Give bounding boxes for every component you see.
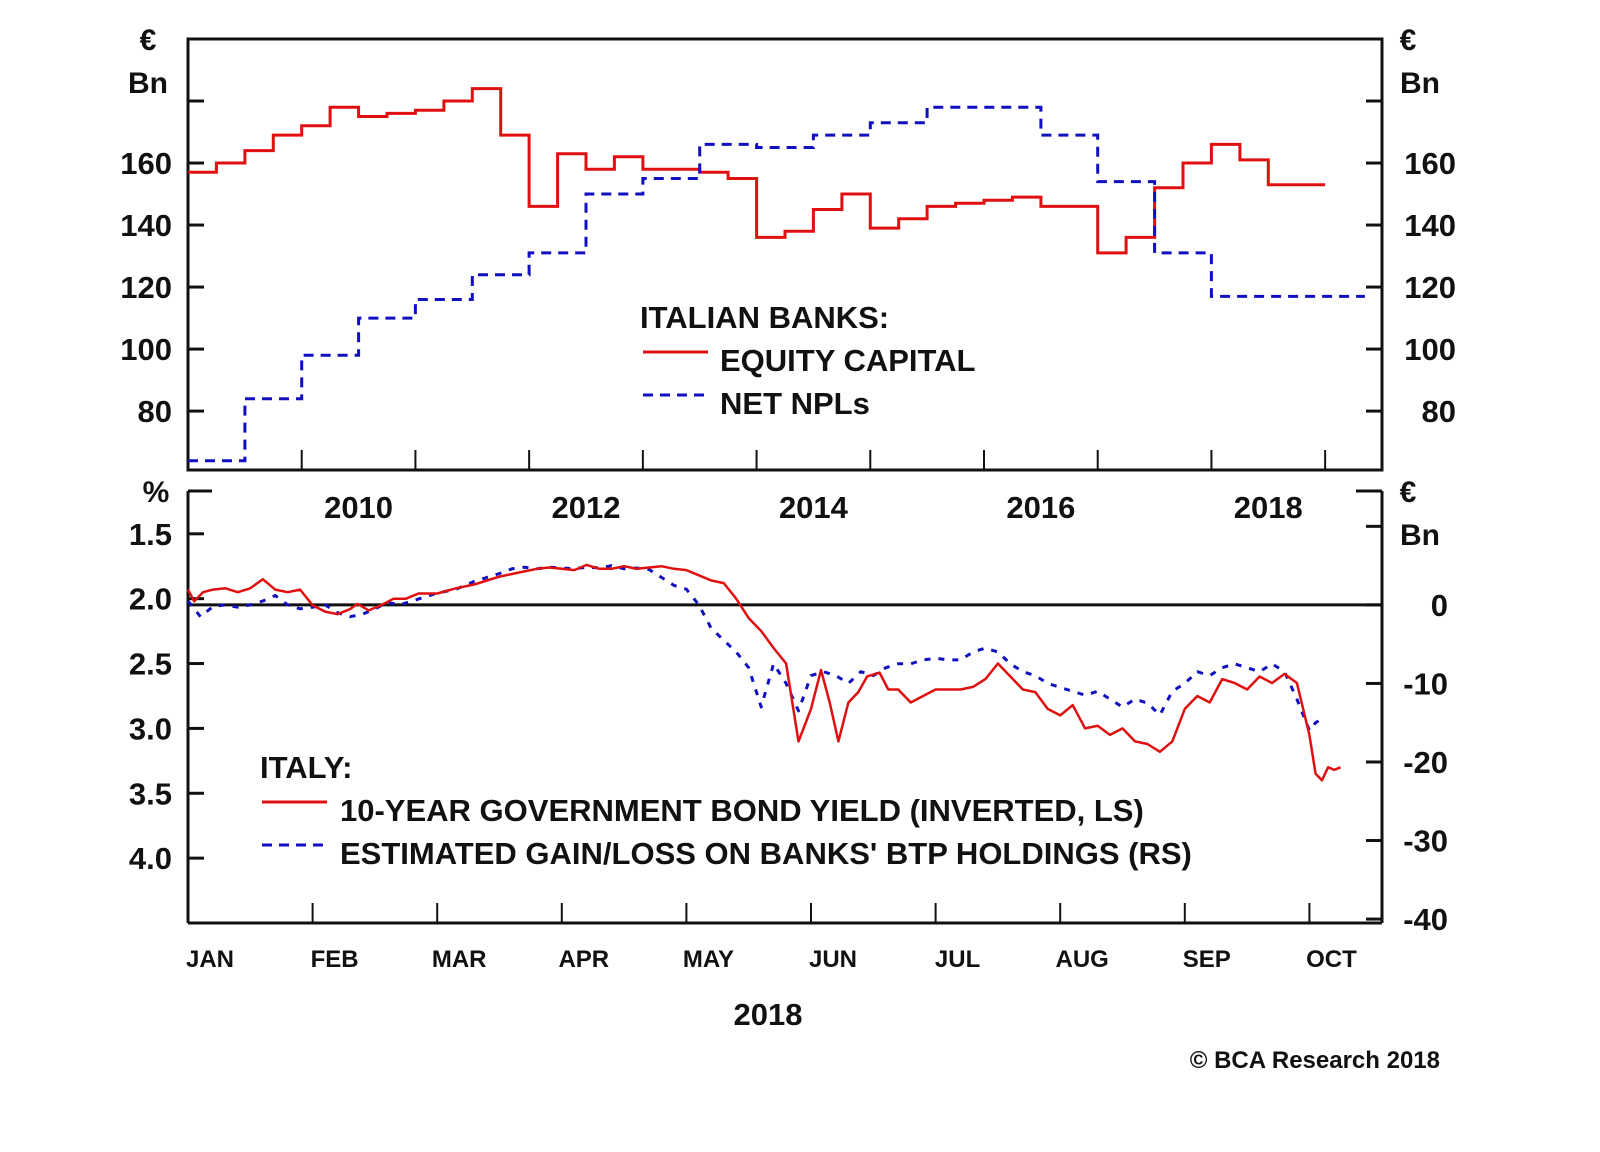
year-label: 2014 — [779, 490, 849, 525]
net-npls-line — [188, 105, 1365, 463]
btp-gain-loss-line — [186, 564, 1323, 733]
top-left-unit-euro: € — [140, 24, 157, 57]
bottom-legend: ITALY: 10-YEAR GOVERNMENT BOND YIELD (IN… — [260, 750, 1192, 871]
equity-capital-line — [188, 87, 1326, 255]
month-label: OCT — [1306, 946, 1357, 973]
bottom-month-ticks: JAN FEB MAR APR MAY JUN JUL AUG SEP OCT — [186, 903, 1357, 973]
year-label: 2012 — [552, 490, 621, 525]
bond-yield-line — [186, 563, 1341, 782]
top-right-ytick-label: 100 — [1404, 332, 1456, 367]
bottom-right-ytick-label: -20 — [1403, 745, 1448, 780]
bottom-left-unit-percent: % — [143, 476, 170, 509]
bottom-panel: 1.5 2.0 2.5 3.0 3.5 4.0 0 -10 -20 -30 -40 JAN FEB M… — [129, 476, 1448, 1032]
top-legend-title: ITALIAN BANKS: — [640, 300, 889, 335]
month-label: APR — [558, 946, 609, 973]
month-label: JUN — [809, 946, 857, 973]
bottom-left-ytick-label: 2.0 — [129, 582, 172, 617]
top-y-ticks: 80 80 100 100 120 120 140 140 160 160 — [120, 99, 1456, 429]
bottom-left-ytick-label: 4.0 — [129, 841, 172, 876]
top-x-ticks — [300, 450, 1327, 470]
bottom-right-ytick-label: -40 — [1403, 902, 1448, 937]
top-plot-frame — [186, 37, 1384, 472]
year-label: 2018 — [1234, 490, 1303, 525]
year-label: 2010 — [324, 490, 393, 525]
bottom-left-ticks: 1.5 2.0 2.5 3.0 3.5 4.0 — [129, 517, 204, 876]
bottom-legend-label-btp: ESTIMATED GAIN/LOSS ON BANKS' BTP HOLDIN… — [340, 836, 1192, 871]
bottom-right-unit-bn: Bn — [1400, 519, 1440, 552]
top-series-group — [188, 87, 1365, 463]
month-label: JUL — [935, 946, 980, 973]
month-label: JAN — [186, 946, 234, 973]
top-right-unit-euro: € — [1400, 24, 1417, 57]
top-left-ytick-label: 80 — [138, 394, 172, 429]
bottom-right-ytick-label: -10 — [1403, 666, 1448, 701]
top-legend-label-equity: EQUITY CAPITAL — [720, 343, 975, 378]
top-left-ytick-label: 140 — [120, 208, 172, 243]
month-label: MAR — [432, 946, 487, 973]
top-left-ytick-label: 100 — [120, 332, 172, 367]
top-right-ytick-label: 140 — [1404, 208, 1456, 243]
top-legend-label-npl: NET NPLs — [720, 386, 870, 421]
top-left-ytick-label: 160 — [120, 146, 172, 181]
bottom-legend-title: ITALY: — [260, 750, 352, 785]
year-label: 2016 — [1006, 490, 1075, 525]
bottom-left-ytick-label: 3.0 — [129, 711, 172, 746]
month-label: SEP — [1183, 946, 1231, 973]
bottom-left-ytick-label: 2.5 — [129, 647, 172, 682]
bottom-series-group — [186, 563, 1341, 782]
top-left-unit-bn: Bn — [128, 67, 168, 100]
top-right-ytick-label: 80 — [1422, 394, 1456, 429]
top-legend: ITALIAN BANKS: EQUITY CAPITAL NET NPLs — [640, 300, 975, 421]
bottom-x-axis-title: 2018 — [734, 997, 803, 1032]
month-label: AUG — [1056, 946, 1109, 973]
top-right-ytick-label: 120 — [1404, 270, 1456, 305]
bottom-right-ticks: 0 -10 -20 -30 -40 — [1366, 524, 1448, 937]
bottom-right-unit-euro: € — [1400, 476, 1417, 509]
month-label: FEB — [311, 946, 359, 973]
top-right-ytick-label: 160 — [1404, 146, 1456, 181]
copyright-notice: © BCA Research 2018 — [1190, 1047, 1440, 1074]
bottom-right-ytick-label: -30 — [1403, 824, 1448, 859]
bottom-left-ytick-label: 3.5 — [129, 776, 172, 811]
top-right-unit-bn: Bn — [1400, 67, 1440, 100]
bottom-legend-label-yield: 10-YEAR GOVERNMENT BOND YIELD (INVERTED,… — [340, 793, 1144, 828]
bottom-left-ytick-label: 1.5 — [129, 517, 172, 552]
bottom-right-ytick-label: 0 — [1431, 588, 1448, 623]
top-left-ytick-label: 120 — [120, 270, 172, 305]
year-labels: 2010 2012 2014 2016 2018 — [324, 490, 1303, 525]
month-label: MAY — [683, 946, 734, 973]
top-panel: 80 80 100 100 120 120 140 140 160 160 € Bn € Bn I… — [120, 24, 1456, 472]
